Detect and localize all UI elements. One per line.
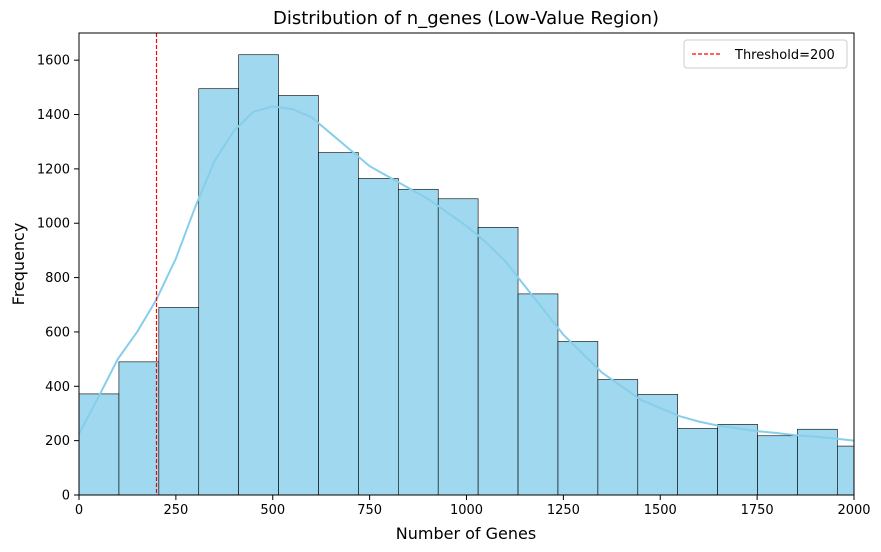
x-tick-label: 1750 <box>741 503 774 518</box>
y-axis-label: Frequency <box>9 223 28 306</box>
x-tick-label: 250 <box>163 503 188 518</box>
y-tick-label: 1000 <box>37 217 70 232</box>
y-tick-label: 0 <box>62 489 70 504</box>
histogram-bar <box>637 394 678 496</box>
histogram-bar <box>437 198 479 496</box>
y-tick-label: 400 <box>45 380 70 395</box>
histogram-bar <box>158 307 200 496</box>
histogram-bar <box>238 54 279 496</box>
histogram-bar <box>717 424 758 496</box>
histogram-bar <box>677 428 718 496</box>
y-tick-label: 1200 <box>37 162 70 177</box>
histogram-bar <box>358 178 399 496</box>
histogram-bar <box>397 188 439 496</box>
y-tick-label: 200 <box>45 434 70 449</box>
histogram-bar <box>198 88 239 496</box>
bars-layer <box>78 54 855 496</box>
x-axis-ticks: 0 250 500 750 1000 1250 1500 1750 2000 <box>75 495 871 518</box>
histogram-bar <box>118 361 160 496</box>
legend-box <box>683 39 848 69</box>
y-tick-label: 800 <box>45 271 70 286</box>
kde-layer <box>78 105 855 442</box>
histogram-bar <box>278 95 319 496</box>
y-tick-label: 1400 <box>37 108 70 123</box>
chart-title: Distribution of n_genes (Low-Value Regio… <box>273 8 659 29</box>
x-tick-label: 1000 <box>450 503 483 518</box>
y-tick-label: 1600 <box>37 54 70 69</box>
x-tick-label: 2000 <box>837 503 870 518</box>
x-tick-label: 750 <box>357 503 382 518</box>
x-tick-label: 500 <box>260 503 285 518</box>
kde-curve <box>78 105 855 442</box>
histogram-bar <box>517 293 559 496</box>
x-tick-label: 1500 <box>644 503 677 518</box>
histogram-bar <box>597 379 639 496</box>
histogram-bar <box>78 393 120 496</box>
histogram-bar <box>797 428 838 496</box>
histogram-bar <box>318 152 359 496</box>
x-axis-label: Number of Genes <box>396 524 536 543</box>
histogram-bar <box>757 435 798 496</box>
x-tick-label: 0 <box>75 503 83 518</box>
legend-threshold-label: Threshold=200 <box>734 48 835 63</box>
histogram-bar <box>557 341 599 496</box>
x-tick-label: 1250 <box>547 503 580 518</box>
y-tick-label: 600 <box>45 325 70 340</box>
y-axis-ticks: 0 200 400 600 800 1000 1200 1400 1600 <box>37 54 79 504</box>
histogram-bar <box>837 445 855 496</box>
legend: Threshold=200 <box>683 39 848 69</box>
histogram-bar <box>477 227 519 496</box>
